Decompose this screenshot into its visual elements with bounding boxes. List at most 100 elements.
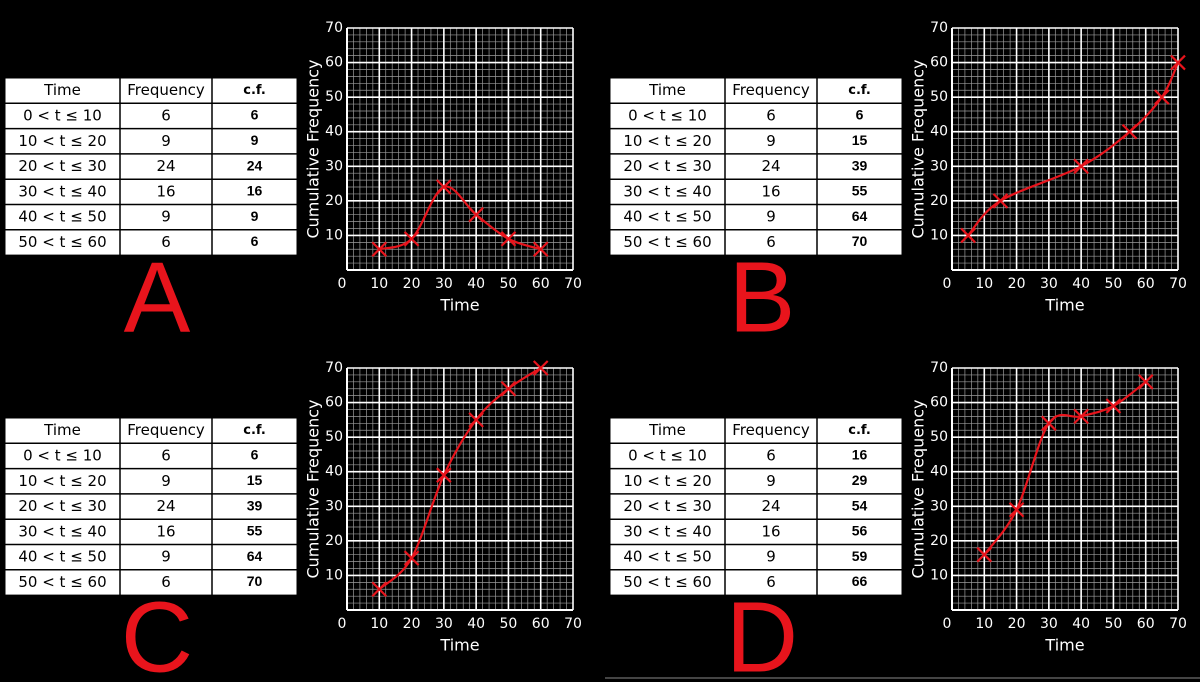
table-bg xyxy=(609,77,903,256)
table-cell: 9 xyxy=(161,472,171,490)
table-cell: 6 xyxy=(251,107,259,123)
table-cell: 64 xyxy=(852,208,868,224)
table-cell: 30 < t ≤ 40 xyxy=(623,182,711,200)
y-tick-label: 30 xyxy=(930,498,948,514)
table-cell: 24 xyxy=(156,157,175,175)
y-tick-label: 40 xyxy=(325,464,343,480)
y-tick-label: 30 xyxy=(325,498,343,514)
table-cell: 0 < t ≤ 10 xyxy=(628,446,707,464)
x-tick-label: 70 xyxy=(564,616,582,632)
x-tick-label: 50 xyxy=(1105,276,1123,292)
table-cell: 39 xyxy=(852,157,868,173)
table-cell: 9 xyxy=(766,132,776,150)
table-cell: 10 < t ≤ 20 xyxy=(623,132,711,150)
x-tick-label: 40 xyxy=(467,276,485,292)
x-tick-label: 0 xyxy=(943,616,952,632)
x-tick-label: 0 xyxy=(338,276,347,292)
y-tick-label: 30 xyxy=(325,158,343,174)
table-cell: 15 xyxy=(247,472,263,488)
table-cell: 10 < t ≤ 20 xyxy=(623,472,711,490)
table-header: Time xyxy=(43,81,81,99)
point-marker xyxy=(436,467,452,483)
x-tick-label: 30 xyxy=(435,276,453,292)
table-header: c.f. xyxy=(848,423,871,438)
point-marker xyxy=(1105,398,1122,414)
y-tick-label: 60 xyxy=(930,55,948,71)
table-cell: 6 xyxy=(766,106,776,124)
table-header: Frequency xyxy=(127,421,205,439)
x-axis-label: Time xyxy=(1044,296,1084,315)
table-cell: 70 xyxy=(247,573,263,589)
y-tick-label: 10 xyxy=(930,227,948,243)
table-header: c.f. xyxy=(243,83,266,98)
table-cell: 9 xyxy=(161,548,171,566)
table-cell: 39 xyxy=(247,497,263,513)
x-tick-label: 70 xyxy=(1169,616,1187,632)
table-header: Time xyxy=(648,421,686,439)
x-tick-label: 40 xyxy=(1072,276,1090,292)
y-tick-label: 20 xyxy=(930,533,948,549)
point-marker xyxy=(403,550,420,566)
x-axis-label: Time xyxy=(439,296,479,315)
table-cell: 54 xyxy=(852,497,868,513)
x-tick-label: 10 xyxy=(975,616,993,632)
y-tick-label: 50 xyxy=(930,429,948,445)
y-tick-label: 20 xyxy=(325,533,343,549)
x-tick-label: 10 xyxy=(370,616,388,632)
x-tick-label: 60 xyxy=(532,276,550,292)
table-cell: 9 xyxy=(766,472,776,490)
y-tick-label: 70 xyxy=(930,20,948,36)
table-cell: 24 xyxy=(247,157,263,173)
table-cell: 15 xyxy=(852,132,868,148)
table-cell: 24 xyxy=(156,497,175,515)
table-cell: 9 xyxy=(251,132,259,148)
point-marker xyxy=(532,241,549,258)
table-cell: 20 < t ≤ 30 xyxy=(18,157,106,175)
x-tick-label: 30 xyxy=(1040,616,1058,632)
x-axis-label: Time xyxy=(1044,636,1084,655)
table-cell: 20 < t ≤ 30 xyxy=(18,497,106,515)
table-cell: 30 < t ≤ 40 xyxy=(18,182,106,200)
x-tick-label: 20 xyxy=(1008,616,1026,632)
table-header: c.f. xyxy=(848,83,871,98)
table-cell: 20 < t ≤ 30 xyxy=(623,157,711,175)
table-header: c.f. xyxy=(243,423,266,438)
table-cell: 16 xyxy=(761,522,780,540)
y-tick-label: 20 xyxy=(325,193,343,209)
x-tick-label: 30 xyxy=(435,616,453,632)
table-cell: 16 xyxy=(761,182,780,200)
point-marker xyxy=(1170,54,1186,71)
table-cell: 30 < t ≤ 40 xyxy=(623,522,711,540)
x-tick-label: 50 xyxy=(1105,616,1123,632)
x-axis-label: Time xyxy=(439,636,479,655)
table-cell: 40 < t ≤ 50 xyxy=(18,208,106,226)
table-cell: 66 xyxy=(852,573,868,589)
y-tick-label: 60 xyxy=(325,395,343,411)
panel-letter: C xyxy=(121,581,193,682)
table-cell: 6 xyxy=(161,446,171,464)
y-axis-label: Cumulative Frequency xyxy=(909,399,928,578)
table-cell: 9 xyxy=(161,132,171,150)
table-cell: 16 xyxy=(156,182,175,200)
point-marker xyxy=(992,193,1009,209)
x-tick-label: 70 xyxy=(1169,276,1187,292)
table-cell: 50 < t ≤ 60 xyxy=(18,573,106,591)
y-tick-label: 50 xyxy=(325,89,343,105)
x-tick-label: 40 xyxy=(467,616,485,632)
x-tick-label: 0 xyxy=(943,276,952,292)
point-marker xyxy=(371,241,388,258)
point-marker xyxy=(976,546,993,563)
table-cell: 59 xyxy=(852,548,868,564)
x-tick-label: 10 xyxy=(975,276,993,292)
table-bg xyxy=(4,417,298,596)
x-tick-label: 30 xyxy=(1040,276,1058,292)
point-marker xyxy=(532,360,549,376)
table-cell: 10 < t ≤ 20 xyxy=(18,132,106,150)
x-tick-label: 50 xyxy=(500,276,518,292)
table-cell: 6 xyxy=(161,573,171,591)
table-cell: 0 < t ≤ 10 xyxy=(628,106,707,124)
table-cell: 55 xyxy=(247,523,263,539)
table-cell: 9 xyxy=(766,548,776,566)
y-tick-label: 40 xyxy=(325,124,343,140)
